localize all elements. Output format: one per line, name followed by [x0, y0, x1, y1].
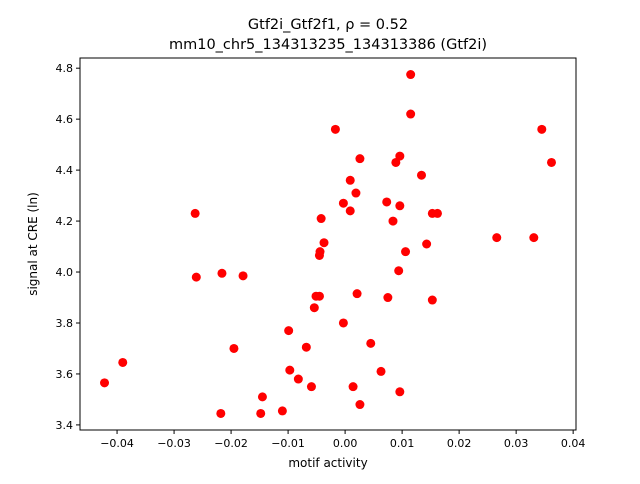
y-axis-label: signal at CRE (ln)	[26, 192, 40, 296]
data-point	[383, 293, 393, 303]
data-point	[319, 238, 329, 248]
data-point	[366, 338, 376, 348]
data-point	[529, 233, 539, 243]
y-tick-label: 3.8	[56, 317, 74, 330]
x-tick-label: 0.01	[390, 437, 415, 450]
data-point	[422, 239, 432, 249]
data-point	[401, 247, 411, 257]
data-point	[309, 303, 319, 313]
data-point	[338, 318, 348, 328]
x-axis: −0.04 −0.03 −0.02 −0.01 0.00 0.01 0.02 0.03 0.04	[100, 430, 585, 450]
data-point	[355, 400, 365, 410]
y-tick-label: 3.6	[56, 368, 74, 381]
data-point	[348, 382, 358, 392]
data-point	[118, 357, 128, 367]
data-point	[395, 387, 405, 397]
data-point	[376, 366, 386, 376]
data-point	[406, 109, 416, 119]
data-point	[338, 198, 348, 208]
data-point	[190, 208, 200, 218]
data-point	[388, 216, 398, 226]
data-point	[345, 175, 355, 185]
data-point	[284, 326, 294, 336]
x-tick-label: 0.04	[561, 437, 586, 450]
y-tick-label: 4.8	[56, 62, 74, 75]
y-tick-label: 3.4	[56, 419, 74, 432]
plot-frame	[79, 57, 577, 431]
x-axis-label: motif activity	[288, 456, 367, 470]
data-point	[301, 342, 311, 352]
data-point	[537, 124, 547, 134]
x-tick-label: −0.01	[271, 437, 305, 450]
data-point	[382, 197, 392, 207]
data-point	[345, 206, 355, 216]
data-point	[257, 392, 267, 402]
data-point	[229, 343, 239, 353]
x-tick-label: −0.03	[157, 437, 191, 450]
chart-title-line1: Gtf2i_Gtf2f1, ρ = 0.52	[248, 17, 408, 33]
data-point	[293, 374, 303, 384]
data-point	[216, 408, 226, 418]
x-tick-label: −0.04	[100, 437, 134, 450]
data-point	[238, 271, 248, 281]
y-tick-label: 4.6	[56, 113, 74, 126]
x-tick-label: 0.03	[504, 437, 529, 450]
x-tick-label: 0.02	[447, 437, 472, 450]
data-point	[351, 188, 361, 198]
data-point	[217, 268, 227, 278]
data-point	[406, 70, 416, 80]
data-point	[330, 124, 340, 134]
data-point	[316, 214, 326, 224]
data-point	[427, 295, 437, 305]
data-point	[492, 233, 502, 243]
data-point	[352, 289, 362, 299]
data-point	[314, 291, 324, 301]
data-point	[416, 170, 426, 180]
data-point	[277, 406, 287, 416]
data-point	[391, 157, 401, 167]
data-point	[395, 201, 405, 211]
plot-points	[100, 70, 556, 418]
x-tick-label: −0.02	[214, 437, 248, 450]
data-point	[546, 157, 556, 167]
data-point	[314, 250, 324, 260]
data-point	[394, 266, 404, 276]
data-point	[256, 408, 266, 418]
data-point	[432, 208, 442, 218]
chart-title-line2: mm10_chr5_134313235_134313386 (Gtf2i)	[169, 37, 487, 53]
y-tick-label: 4.0	[56, 266, 74, 279]
data-point	[100, 378, 110, 388]
y-tick-label: 4.4	[56, 164, 74, 177]
data-point	[355, 154, 365, 164]
y-axis: 3.4 3.6 3.8 4.0 4.2 4.4 4.6 4.8	[56, 62, 80, 432]
data-point	[191, 272, 201, 282]
x-tick-label: 0.00	[333, 437, 358, 450]
data-point	[285, 365, 295, 375]
data-point	[306, 382, 316, 392]
y-tick-label: 4.2	[56, 215, 74, 228]
